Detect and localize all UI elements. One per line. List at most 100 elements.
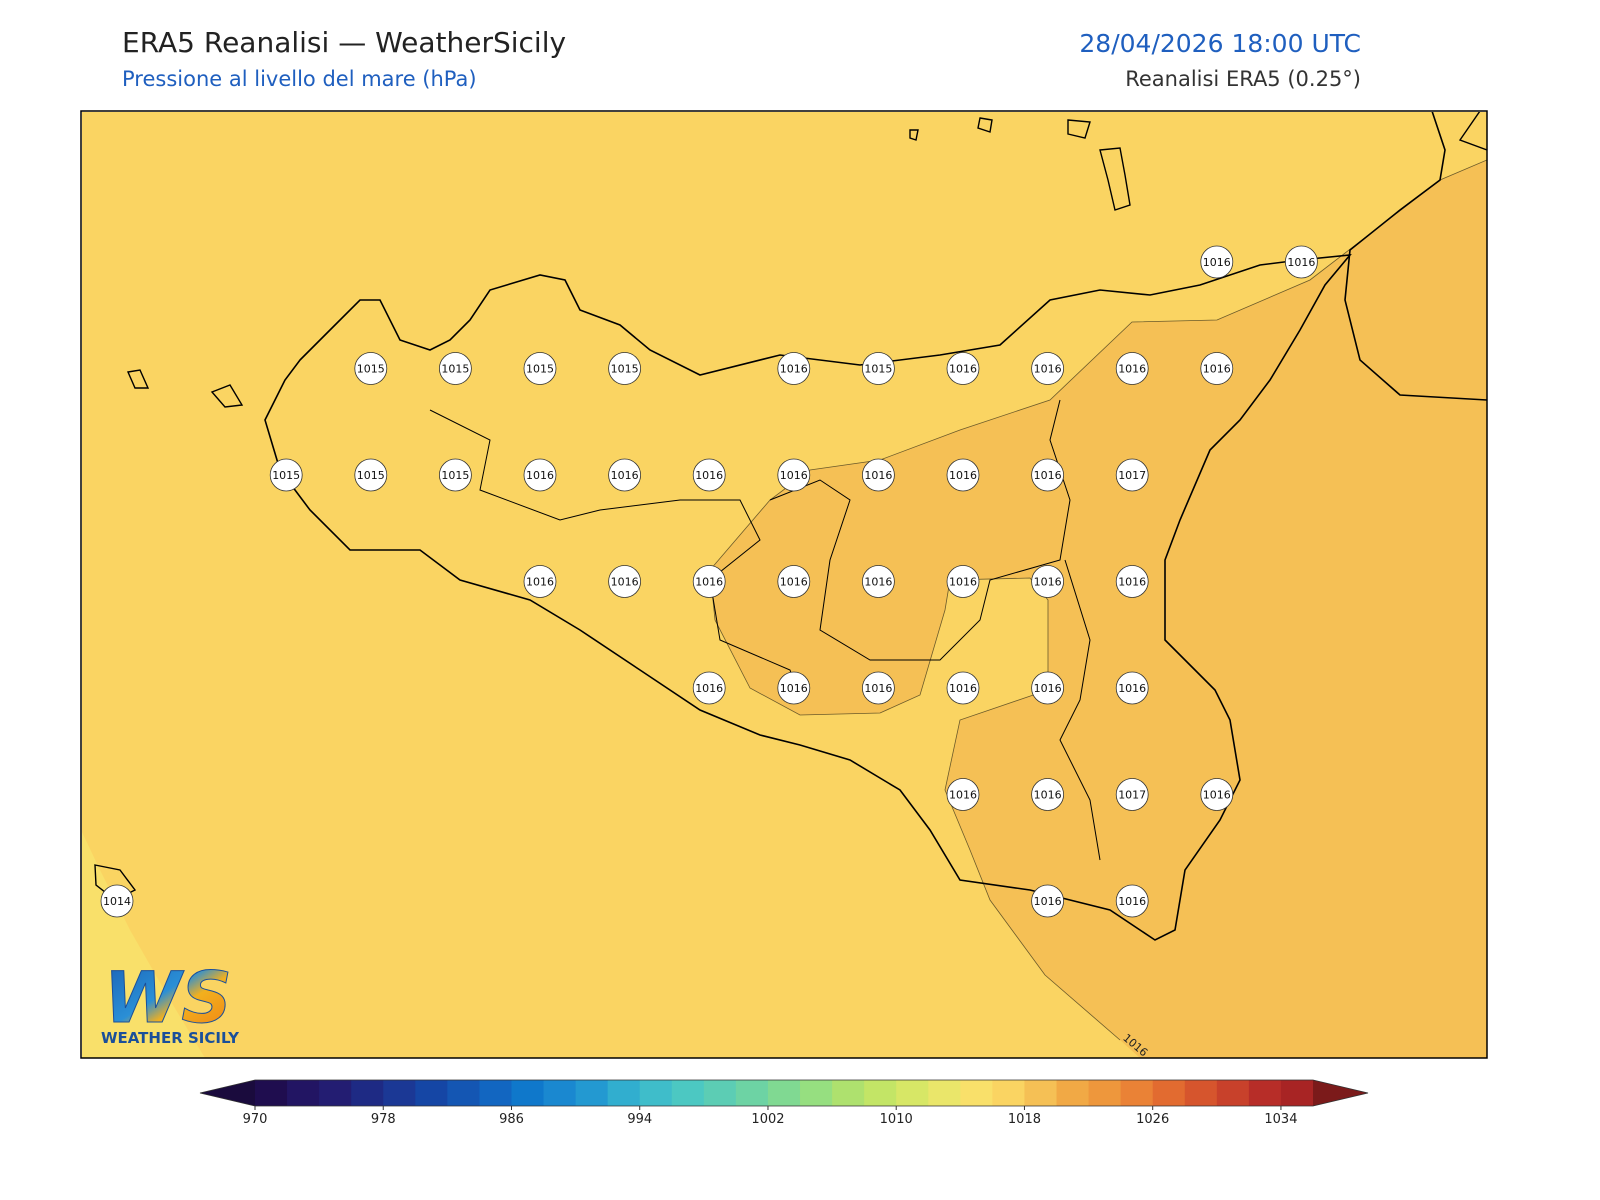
grid-point-marker [777,458,811,492]
grid-point: 1016 [692,458,726,492]
grid-point-marker [354,458,388,492]
grid-labels: 1016 1016 1015 1015 1015 1015 1016 1015 1016 1016… [100,245,1318,918]
colorbar-tick-label: 994 [627,1112,652,1127]
grid-point-marker [608,458,641,492]
grid-point: 1016 [1115,352,1149,385]
colorbar-segment [319,1080,352,1106]
grid-point-marker [1115,671,1149,705]
grid-point: 1016 [1031,458,1064,492]
grid-point-marker [1115,565,1149,598]
grid-point-label: 1016 [949,576,977,589]
grid-point-marker [946,565,980,598]
grid-point: 1016 [946,778,980,811]
grid-point-marker [608,352,641,385]
grid-point-label: 1016 [780,469,808,482]
grid-point-marker [1285,245,1318,279]
grid-point: 1015 [354,458,388,492]
grid-point-label: 1016 [695,682,723,695]
colorbar-segment [255,1080,288,1106]
grid-point-marker [692,458,726,492]
grid-point: 1015 [269,458,303,492]
grid-point: 1016 [1115,671,1149,705]
colorbar-segment [511,1080,545,1106]
grid-point-label: 1016 [695,469,723,482]
grid-point: 1014 [100,884,134,918]
grid-point-label: 1016 [526,576,554,589]
grid-point-marker [100,884,134,918]
grid-point-marker [1115,778,1149,811]
grid-point: 1016 [862,671,895,705]
grid-point-label: 1016 [780,682,808,695]
colorbar-tick-label: 1010 [880,1112,913,1127]
province-boundary [429,399,1101,861]
grid-point: 1016 [777,458,811,492]
grid-point-label: 1016 [611,576,639,589]
grid-point-label: 1015 [441,469,469,482]
colorbar-segment [960,1080,993,1106]
grid-point-label: 1016 [864,576,892,589]
colorbar-segment [703,1080,737,1106]
field-high [710,160,1487,1058]
grid-point-marker [862,565,895,598]
grid-point: 1016 [692,671,726,705]
colorbar-tick-label: 1026 [1136,1112,1169,1127]
grid-point-label: 1016 [1118,363,1146,376]
grid-point: 1016 [1031,778,1064,811]
grid-point-marker [946,352,980,385]
grid-point-label: 1015 [611,363,639,376]
grid-point-marker [1031,671,1064,705]
grid-point-label: 1016 [949,363,977,376]
grid-point-label: 1017 [1118,789,1146,802]
sicily-coast [264,254,1352,941]
colorbar-tick-label: 986 [499,1112,524,1127]
grid-point: 1016 [608,565,641,598]
grid-point-label: 1017 [1118,469,1146,482]
colorbar: 970 978 986 994 1002 1010 1018 1026 1034 [199,1079,1369,1127]
grid-point-marker [1031,884,1064,918]
calabria-coast [1458,112,1487,151]
colorbar-segment [1184,1080,1218,1106]
colorbar-tick-label: 970 [243,1112,268,1127]
grid-point-label: 1015 [272,469,300,482]
grid-point-label: 1016 [526,469,554,482]
grid-point: 1016 [1031,565,1064,598]
grid-point: 1016 [777,352,811,385]
grid-point: 1017 [1115,778,1149,811]
grid-point-marker [946,458,980,492]
grid-point-marker [438,458,472,492]
grid-point-marker [692,565,726,598]
grid-point-marker [946,671,980,705]
grid-point-marker [354,352,388,385]
grid-point-label: 1015 [526,363,554,376]
grid-point-marker [1031,565,1064,598]
grid-point-label: 1015 [864,363,892,376]
colorbar-segment [639,1080,673,1106]
colorbar-segment [896,1080,929,1106]
colorbar-segment [928,1080,961,1106]
source: Reanalisi ERA5 (0.25°) [1125,67,1361,91]
grid-point-marker [1200,245,1234,279]
grid-point-marker [1031,778,1064,811]
grid-point: 1016 [1115,884,1149,918]
grid-point-marker [269,458,303,492]
grid-point-label: 1016 [1034,363,1062,376]
colorbar-segment [735,1080,769,1106]
colorbar-segment [832,1080,865,1106]
colorbar-segment [800,1080,833,1106]
colorbar-segment [992,1080,1025,1106]
grid-point-marker [692,671,726,705]
map: 1016 1016 1015 1015 1015 1015 1016 1015 1016 1016… [82,112,1487,1058]
grid-point-marker [862,458,895,492]
colorbar-tick-label: 978 [371,1112,396,1127]
colorbar-segment [383,1080,416,1106]
grid-point: 1016 [1115,565,1149,598]
colorbar-segment [1216,1080,1250,1106]
colorbar-segment [607,1080,641,1106]
grid-point-marker [862,352,895,385]
grid-point: 1016 [862,565,895,598]
grid-point: 1016 [1285,245,1318,279]
subtitle: Pressione al livello del mare (hPa) [122,67,477,91]
colorbar-segment [767,1080,801,1106]
grid-point: 1016 [777,671,811,705]
